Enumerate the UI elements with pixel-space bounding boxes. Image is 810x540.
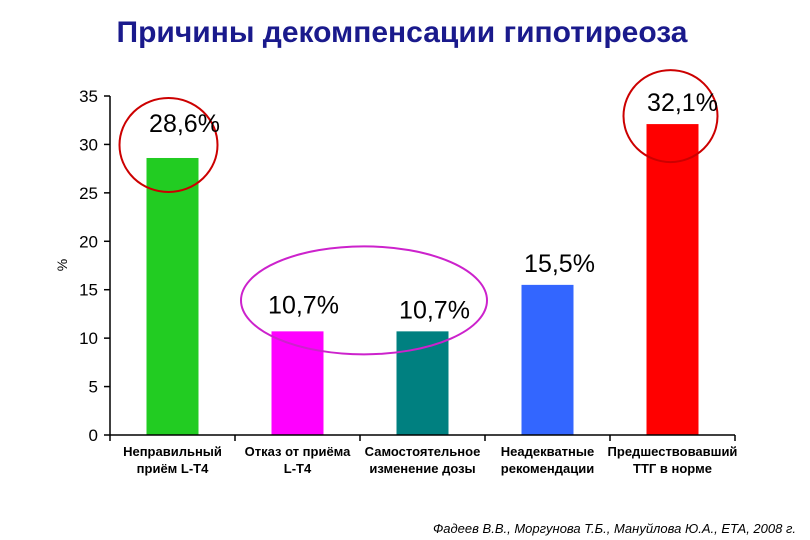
value-label: 10,7% [268,291,339,319]
value-labels: 28,6% 10,7% 10,7% 15,5% 32,1% [149,89,718,324]
value-label: 10,7% [399,296,470,324]
bars-group [146,124,699,436]
category-label: Предшествовавший [608,444,738,459]
y-axis-label: % [54,259,70,271]
highlight-group-ellipse [240,245,488,356]
value-label: 32,1% [647,89,718,117]
bar [521,284,574,435]
category-label: Неправильный [123,444,222,459]
highlight-circle [118,96,219,193]
y-tick-label: 30 [79,135,98,154]
category-label: приём L-T4 [137,461,209,476]
category-label: Неадекватные [501,444,594,459]
category-label: L-T4 [284,461,312,476]
y-tick-label: 10 [79,329,98,348]
bar [396,331,449,435]
chart-title: Причины декомпенсации гипотиреоза [117,16,688,49]
highlight-circle [622,69,719,164]
value-label: 28,6% [149,110,220,138]
y-axis: 0 5 10 15 20 25 30 35 [79,87,110,445]
y-tick-label: 5 [89,378,98,397]
y-tick-label: 15 [79,281,98,300]
y-tick-label: 0 [89,426,98,445]
source-citation: Фадеев В.В., Моргунова Т.Б., Мануйлова Ю… [433,521,796,536]
y-tick-label: 35 [79,87,98,106]
category-label: рекомендации [501,461,594,476]
bar [646,124,699,436]
category-label: ТТГ в норме [633,461,712,476]
category-labels: Неправильный приём L-T4 Отказ от приёма L-T… [109,435,738,476]
highlight-ellipses [118,69,719,356]
category-label: Отказ от приёма [245,444,352,459]
bar [271,331,324,435]
category-label: изменение дозы [369,461,475,476]
y-tick-label: 20 [79,232,98,251]
y-tick-label: 25 [79,184,98,203]
category-label: Самостоятельное [365,444,481,459]
bar [146,157,199,435]
value-label: 15,5% [524,250,595,278]
